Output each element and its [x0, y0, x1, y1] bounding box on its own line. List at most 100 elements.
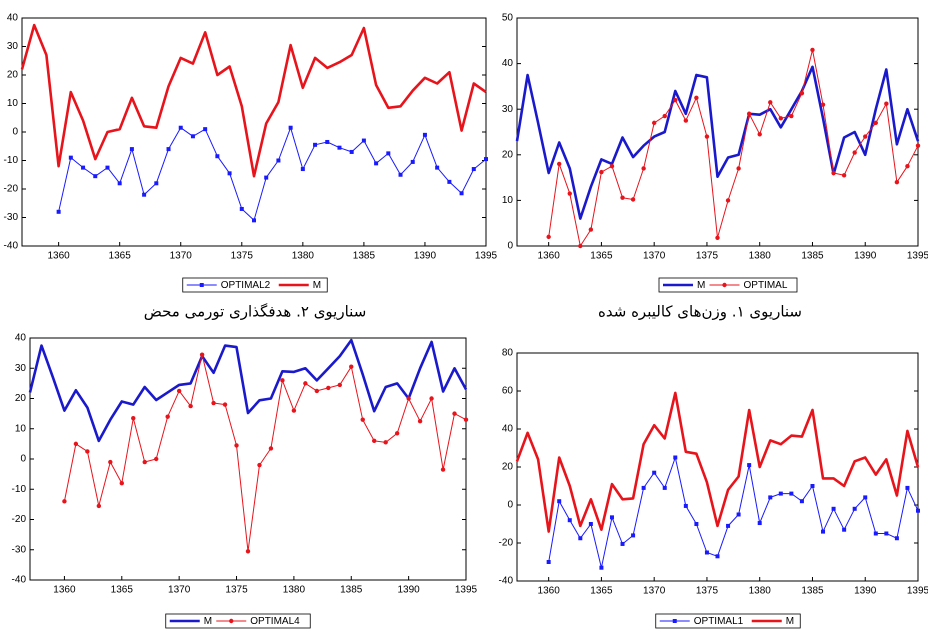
y-tick-label: -20	[499, 538, 514, 549]
x-tick-label: 1365	[590, 586, 613, 597]
marker	[108, 460, 112, 464]
series-line	[517, 393, 918, 532]
marker	[118, 181, 122, 185]
marker	[599, 566, 603, 570]
marker	[578, 244, 582, 248]
legend: MOPTIMAL4	[166, 614, 311, 628]
marker	[74, 442, 78, 446]
y-tick-label: 0	[20, 454, 26, 465]
y-tick-label: -40	[12, 575, 27, 586]
y-tick-label: 20	[15, 393, 27, 404]
marker	[252, 218, 256, 222]
marker	[631, 197, 635, 201]
x-tick-label: 1375	[231, 251, 254, 262]
marker	[386, 151, 390, 155]
marker	[289, 126, 293, 130]
marker	[472, 167, 476, 171]
marker	[800, 91, 804, 95]
marker	[452, 411, 456, 415]
y-tick-label: 10	[502, 195, 514, 206]
marker	[863, 134, 867, 138]
marker	[143, 460, 147, 464]
x-tick-label: 1365	[109, 251, 132, 262]
marker	[874, 121, 878, 125]
x-tick-label: 1395	[475, 251, 498, 262]
marker	[383, 440, 387, 444]
marker	[315, 389, 319, 393]
marker	[325, 140, 329, 144]
marker	[895, 536, 899, 540]
legend-label: OPTIMAL2	[221, 280, 271, 291]
marker	[916, 509, 920, 513]
marker	[177, 389, 181, 393]
marker	[716, 554, 720, 558]
marker	[779, 116, 783, 120]
x-tick-label: 1360	[538, 251, 561, 262]
marker	[105, 166, 109, 170]
y-tick-label: 10	[15, 423, 27, 434]
marker	[663, 114, 667, 118]
marker	[313, 143, 317, 147]
y-tick-label: 80	[502, 348, 514, 359]
marker	[188, 404, 192, 408]
x-tick-label: 1370	[170, 251, 193, 262]
marker	[280, 378, 284, 382]
marker	[228, 171, 232, 175]
marker	[737, 513, 741, 517]
y-tick-label: -30	[12, 544, 27, 555]
chart-panel: 0102030405013601365137013751380138513901…	[502, 13, 928, 321]
marker	[411, 160, 415, 164]
x-tick-label: 1380	[749, 251, 772, 262]
marker	[768, 495, 772, 499]
marker	[810, 484, 814, 488]
marker	[264, 176, 268, 180]
y-tick-label: 40	[502, 424, 514, 435]
y-tick-label: 60	[502, 386, 514, 397]
marker	[652, 121, 656, 125]
y-tick-label: 30	[15, 363, 27, 374]
marker	[142, 193, 146, 197]
legend-label: M	[204, 616, 212, 627]
marker	[810, 48, 814, 52]
marker	[610, 515, 614, 519]
x-tick-label: 1380	[749, 586, 772, 597]
chart-caption: سناریوی ۱. وزن‌های کالیبره شده	[598, 303, 802, 321]
legend-marker	[200, 283, 204, 287]
y-tick-label: -30	[4, 212, 19, 223]
marker	[292, 408, 296, 412]
marker	[447, 180, 451, 184]
marker	[621, 542, 625, 546]
marker	[610, 164, 614, 168]
marker	[852, 150, 856, 154]
marker	[546, 235, 550, 239]
marker	[673, 98, 677, 102]
chart-panel: -40-200204060801360136513701375138013851…	[499, 348, 928, 628]
x-tick-label: 1375	[225, 585, 248, 596]
x-tick-label: 1380	[283, 585, 306, 596]
x-tick-label: 1385	[353, 251, 376, 262]
y-tick-label: 0	[507, 500, 513, 511]
x-tick-label: 1370	[168, 585, 191, 596]
x-tick-label: 1385	[801, 586, 824, 597]
y-tick-label: 50	[502, 13, 514, 24]
x-tick-label: 1375	[696, 251, 719, 262]
y-tick-label: 10	[7, 98, 19, 109]
marker	[705, 551, 709, 555]
x-tick-label: 1395	[455, 585, 478, 596]
y-tick-label: 20	[7, 70, 19, 81]
chart-panel: -40-30-20-100102030401360136513701375138…	[12, 333, 478, 628]
marker	[423, 133, 427, 137]
marker	[435, 166, 439, 170]
marker	[568, 191, 572, 195]
marker	[234, 443, 238, 447]
marker	[842, 528, 846, 532]
marker	[884, 532, 888, 536]
marker	[441, 467, 445, 471]
marker	[460, 191, 464, 195]
legend-label: OPTIMAL1	[694, 616, 744, 627]
marker	[884, 102, 888, 106]
legend-marker	[722, 283, 726, 287]
marker	[120, 481, 124, 485]
